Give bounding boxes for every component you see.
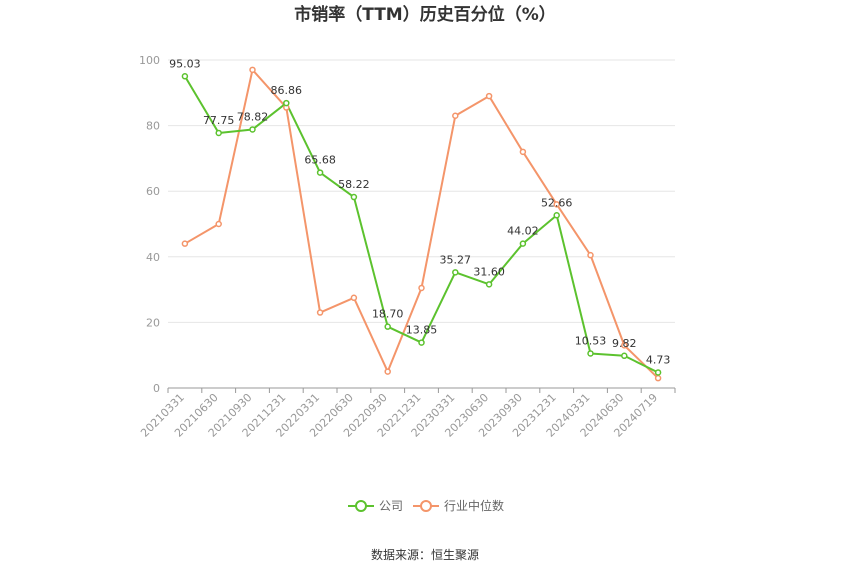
data-label: 95.03 <box>169 57 201 70</box>
y-tick-label: 20 <box>146 316 160 329</box>
source-note: 数据来源：恒生聚源 <box>371 547 479 562</box>
data-point[interactable] <box>654 374 662 382</box>
data-label: 31.60 <box>473 265 505 278</box>
data-point[interactable] <box>181 240 189 247</box>
legend: 公司 行业中位数 <box>348 498 504 513</box>
y-tick-label: 80 <box>146 120 160 133</box>
data-label: 18.70 <box>372 308 404 321</box>
y-tick-label: 40 <box>146 251 160 264</box>
legend-marker-company <box>355 500 367 512</box>
series-points <box>181 66 662 382</box>
data-point[interactable] <box>350 193 358 201</box>
data-point[interactable] <box>249 66 256 74</box>
data-label: 9.82 <box>612 337 637 350</box>
y-tick-label: 60 <box>146 185 160 198</box>
data-label: 4.73 <box>646 353 671 366</box>
data-point[interactable] <box>215 129 222 137</box>
legend-item-industry-median[interactable]: 行业中位数 <box>413 498 504 513</box>
data-point[interactable] <box>384 323 391 330</box>
y-tick-label: 100 <box>139 54 160 67</box>
x-tick-labels: 2021033120210630202109302021123120220331… <box>138 391 660 440</box>
data-label: 78.82 <box>237 110 269 123</box>
y-axis: 0 20 40 60 80 100 <box>139 54 160 395</box>
data-point[interactable] <box>452 112 459 120</box>
data-label: 58.22 <box>338 178 370 191</box>
data-point[interactable] <box>418 284 425 292</box>
data-point[interactable] <box>384 368 391 375</box>
data-label: 65.68 <box>304 154 336 167</box>
y-tick-label: 0 <box>153 382 160 395</box>
legend-label-industry-median: 行业中位数 <box>444 498 504 513</box>
data-point[interactable] <box>519 148 527 156</box>
data-label: 10.53 <box>575 334 607 347</box>
data-label: 35.27 <box>440 253 472 266</box>
data-label: 86.86 <box>271 84 303 97</box>
data-label: 52.66 <box>541 196 573 209</box>
chart-title: 市销率（TTM）历史百分位（%） <box>294 4 556 25</box>
data-point[interactable] <box>587 350 594 357</box>
data-point[interactable] <box>418 339 425 346</box>
data-point[interactable] <box>553 201 560 208</box>
data-point[interactable] <box>350 294 358 302</box>
data-point[interactable] <box>485 92 493 100</box>
data-point[interactable] <box>519 240 527 247</box>
data-point[interactable] <box>283 99 290 107</box>
legend-label-company: 公司 <box>379 499 403 513</box>
data-point[interactable] <box>452 269 459 276</box>
x-axis <box>167 387 676 393</box>
legend-item-company[interactable]: 公司 <box>348 499 403 513</box>
data-point[interactable] <box>621 342 628 349</box>
data-point[interactable] <box>587 251 594 259</box>
data-point[interactable] <box>654 369 662 376</box>
data-label: 44.02 <box>507 225 539 238</box>
data-point[interactable] <box>316 169 324 176</box>
data-point[interactable] <box>215 220 222 228</box>
data-point[interactable] <box>553 212 560 219</box>
data-point[interactable] <box>316 309 324 316</box>
data-point[interactable] <box>249 126 256 133</box>
data-label: 13.85 <box>406 324 438 337</box>
data-point[interactable] <box>485 281 493 288</box>
data-label: 77.75 <box>203 114 235 127</box>
data-point[interactable] <box>181 73 189 80</box>
data-point[interactable] <box>621 352 628 360</box>
legend-marker-industry-median <box>420 500 432 512</box>
